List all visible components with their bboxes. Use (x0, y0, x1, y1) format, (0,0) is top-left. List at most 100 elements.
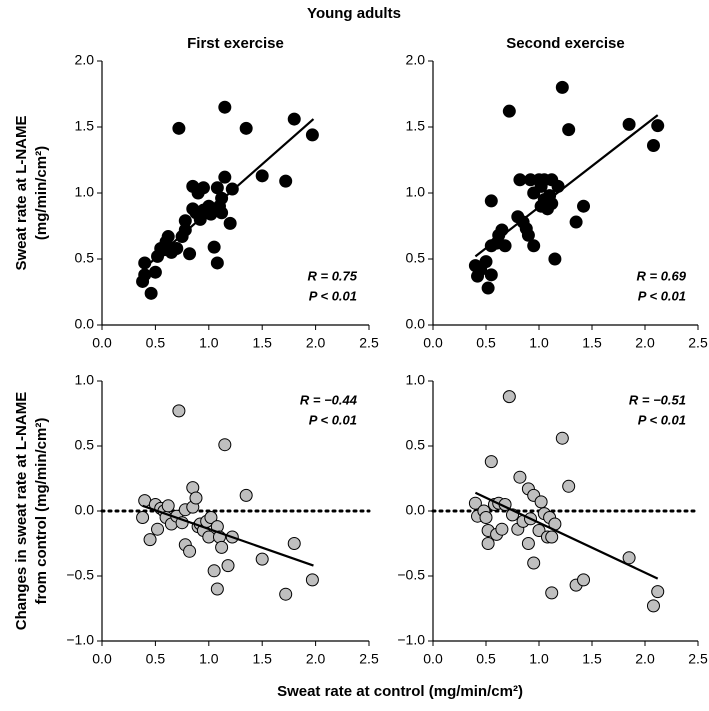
point (144, 286, 158, 300)
x-tick-label: 2.0 (635, 335, 655, 351)
point (183, 544, 197, 558)
point (255, 552, 269, 566)
point (161, 499, 175, 513)
y-tick-label: 0.5 (406, 250, 426, 266)
fit-line (142, 504, 314, 567)
point (577, 573, 591, 587)
point (143, 533, 157, 547)
point (521, 537, 535, 550)
point (646, 138, 660, 152)
annotation: R = −0.51 (629, 392, 686, 407)
y-tick-label: −0.5 (66, 567, 94, 583)
point (178, 214, 192, 228)
point (569, 215, 583, 229)
y-tick-label: 0.0 (75, 316, 95, 332)
point (484, 194, 498, 208)
point (527, 239, 541, 253)
y-tick-label: 0.5 (75, 437, 95, 453)
point (577, 199, 591, 213)
point (521, 228, 535, 242)
annotation: P < 0.01 (638, 288, 686, 303)
point (239, 121, 253, 135)
x-tick-label: 0.5 (146, 335, 166, 351)
x-tick-label: 1.0 (199, 335, 219, 351)
point (548, 252, 562, 266)
point (562, 123, 576, 137)
point (210, 582, 224, 596)
point (651, 119, 665, 133)
point (138, 268, 152, 282)
point (170, 241, 184, 255)
point (502, 390, 516, 404)
x-tick-label: 0.0 (92, 651, 112, 667)
x-tick-label: 1.5 (582, 651, 602, 667)
y-tick-label: 0.0 (406, 316, 426, 332)
annotation: R = −0.44 (300, 392, 358, 407)
x-tick-label: 2.0 (306, 335, 326, 351)
point (223, 216, 237, 230)
point (622, 551, 636, 565)
x-tick-label: 1.0 (529, 335, 549, 351)
y-tick-label: 1.5 (75, 118, 95, 134)
x-tick-label: 0.5 (476, 335, 496, 351)
point (481, 281, 495, 295)
x-tick-label: 0.0 (423, 335, 443, 351)
fit-line (474, 491, 659, 580)
point (183, 247, 197, 261)
point (532, 524, 546, 537)
point (196, 181, 210, 195)
y-tick-label: −1.0 (397, 632, 425, 648)
annotation: R = 0.69 (636, 268, 686, 283)
point (484, 455, 498, 469)
x-tick-label: 1.5 (252, 335, 272, 351)
y-tick-label: 1.5 (406, 118, 426, 134)
point (534, 495, 548, 509)
y-axis-label: from control (mg/min/cm²) (33, 418, 50, 605)
point (646, 599, 660, 613)
point (502, 104, 516, 118)
y-tick-label: 1.0 (75, 372, 95, 388)
y-axis-label: Changes in sweat rate at L-NAME (13, 392, 30, 630)
point (215, 540, 229, 554)
x-tick-label: 1.0 (199, 651, 219, 667)
annotation: R = 0.75 (307, 268, 357, 283)
x-tick-label: 0.0 (92, 335, 112, 351)
x-tick-label: 0.0 (423, 651, 443, 667)
x-tick-label: 2.5 (359, 335, 379, 351)
point (545, 586, 559, 600)
x-tick-label: 1.5 (582, 335, 602, 351)
point (305, 128, 319, 142)
annotation: P < 0.01 (309, 412, 357, 427)
point (479, 511, 493, 524)
x-tick-label: 2.5 (688, 651, 708, 667)
point (287, 537, 301, 550)
point (215, 206, 229, 220)
point (513, 470, 527, 484)
point (148, 265, 162, 279)
point (305, 573, 319, 587)
point (495, 522, 509, 536)
x-tick-label: 2.0 (635, 651, 655, 667)
point (189, 491, 203, 505)
x-tick-label: 0.5 (476, 651, 496, 667)
x-tick-label: 1.0 (529, 651, 549, 667)
y-tick-label: 2.0 (75, 52, 95, 68)
point (484, 268, 498, 282)
y-tick-label: −0.5 (397, 567, 425, 583)
point (210, 256, 224, 270)
point (151, 522, 165, 536)
point (555, 431, 569, 445)
fit-line (141, 118, 315, 271)
point (279, 174, 293, 188)
annotation: P < 0.01 (638, 412, 686, 427)
x-axis-label: Sweat rate at control (mg/min/cm²) (277, 683, 523, 700)
point (481, 537, 495, 550)
y-axis-label: (mg/min/cm²) (33, 146, 50, 240)
y-tick-label: 2.0 (406, 52, 426, 68)
point (622, 117, 636, 131)
point (218, 170, 232, 184)
point (172, 121, 186, 135)
point (279, 587, 293, 601)
point (287, 112, 301, 126)
